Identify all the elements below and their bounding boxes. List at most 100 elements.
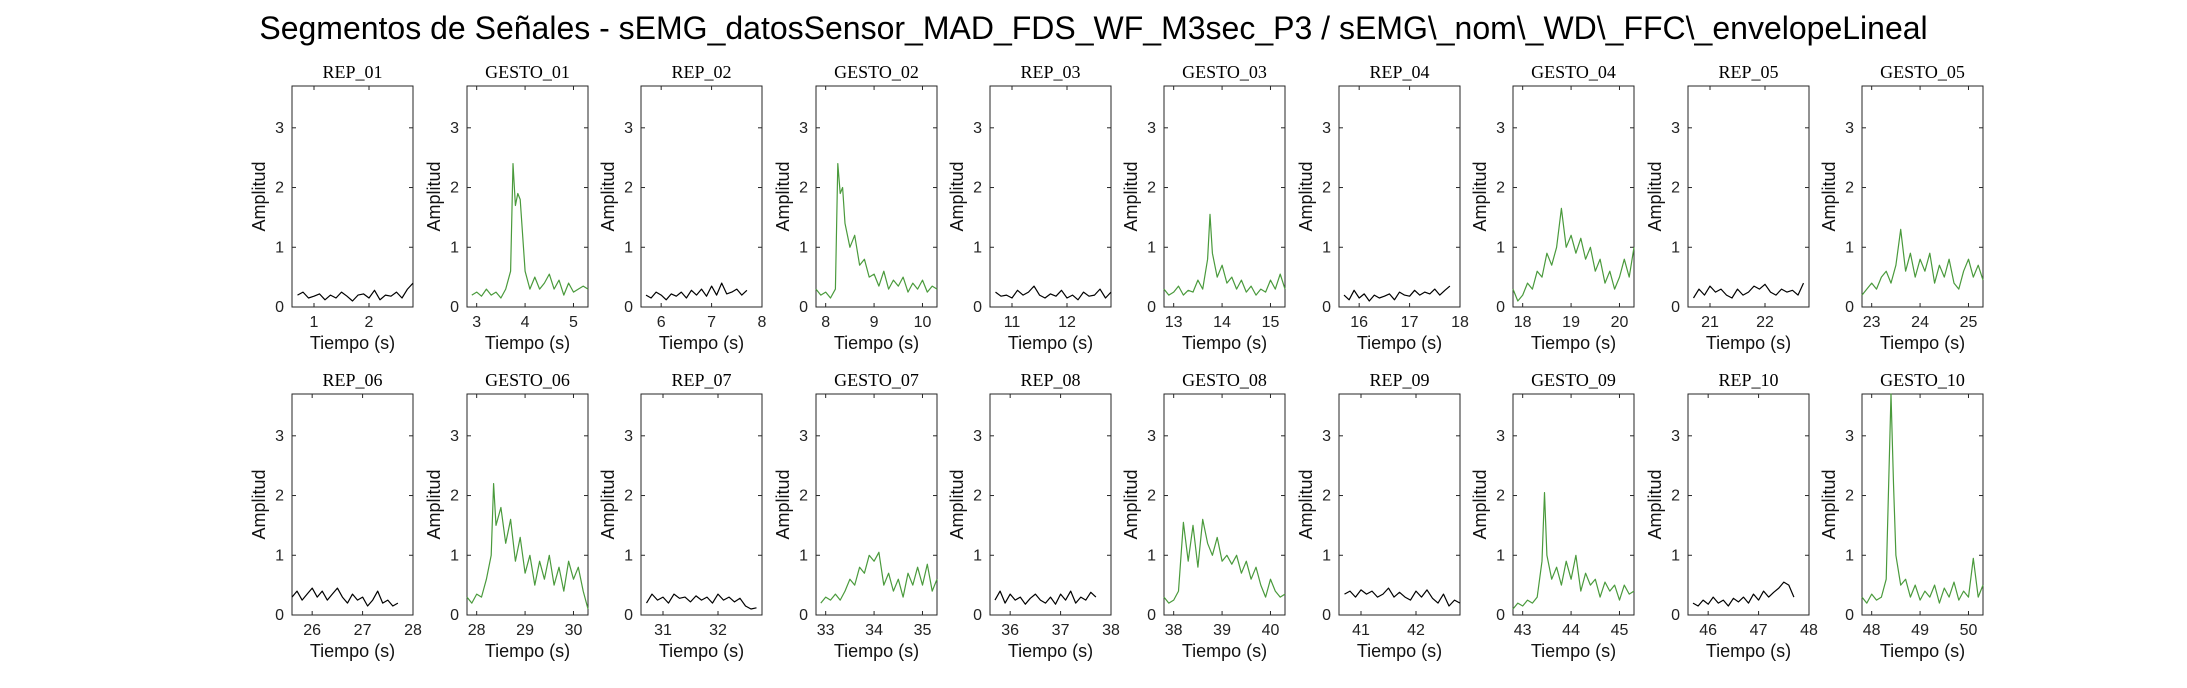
x-tick-label: 28 [468, 622, 486, 639]
x-tick-label: 19 [1562, 314, 1580, 331]
x-tick-label: 32 [709, 622, 727, 639]
y-tick-label: 3 [1147, 428, 1156, 445]
y-tick-label: 3 [799, 428, 808, 445]
y-tick-label: 0 [450, 299, 459, 316]
y-axis-label: Amplitud [249, 161, 269, 231]
subplot-title: GESTO_04 [1531, 62, 1616, 82]
x-tick-label: 37 [1052, 622, 1070, 639]
x-tick-label: 15 [1262, 314, 1280, 331]
y-axis-label: Amplitud [424, 469, 444, 539]
series-line [1163, 213, 1286, 296]
subplot-title: GESTO_08 [1182, 370, 1267, 390]
x-tick-label: 30 [565, 622, 583, 639]
y-tick-label: 3 [1496, 428, 1505, 445]
subplot-title: REP_04 [1369, 62, 1429, 82]
x-tick-label: 18 [1451, 314, 1469, 331]
x-tick-label: 4 [521, 314, 530, 331]
y-tick-label: 3 [624, 428, 633, 445]
y-tick-label: 0 [1322, 299, 1331, 316]
y-tick-label: 1 [1322, 239, 1331, 256]
y-axis-label: Amplitud [598, 161, 618, 231]
x-tick-label: 23 [1863, 314, 1881, 331]
x-tick-label: 21 [1701, 314, 1719, 331]
axes-box [1687, 393, 1810, 616]
y-axis-label: Amplitud [1470, 161, 1490, 231]
x-tick-label: 45 [1611, 622, 1629, 639]
y-tick-label: 2 [624, 488, 633, 505]
y-tick-label: 1 [450, 547, 459, 564]
y-tick-label: 2 [1845, 488, 1854, 505]
subplot-title: REP_02 [671, 62, 731, 82]
subplot-title: REP_10 [1718, 370, 1778, 390]
y-axis-label: Amplitud [1819, 161, 1839, 231]
subplot-12: 0 1 2 3 28 29 30 GESTO_06 Tiempo (s) Amplitud [424, 370, 589, 661]
x-tick-label: 34 [865, 622, 883, 639]
x-axis-label: Tiempo (s) [1008, 641, 1093, 661]
series-line [1512, 207, 1635, 302]
y-tick-label: 2 [1671, 180, 1680, 197]
x-axis-label: Tiempo (s) [485, 641, 570, 661]
y-tick-label: 2 [1496, 488, 1505, 505]
y-tick-label: 1 [1147, 547, 1156, 564]
x-tick-label: 38 [1102, 622, 1120, 639]
x-tick-label: 33 [817, 622, 835, 639]
x-tick-label: 48 [1800, 622, 1818, 639]
y-tick-label: 2 [973, 488, 982, 505]
x-tick-label: 6 [657, 314, 666, 331]
subplot-title: GESTO_03 [1182, 62, 1267, 82]
x-tick-label: 26 [303, 622, 321, 639]
x-tick-label: 1 [310, 314, 319, 331]
x-tick-label: 46 [1699, 622, 1717, 639]
y-tick-label: 3 [1845, 120, 1854, 137]
y-tick-label: 1 [624, 547, 633, 564]
y-tick-label: 2 [275, 488, 284, 505]
series-line [471, 163, 589, 299]
y-tick-label: 0 [450, 607, 459, 624]
x-tick-label: 39 [1213, 622, 1231, 639]
subplot-20: 0 1 2 3 48 49 50 GESTO_10 Tiempo (s) Amplitud [1819, 370, 1984, 661]
axes-box [291, 393, 414, 616]
y-tick-label: 0 [1496, 299, 1505, 316]
series-line [994, 590, 1097, 605]
x-tick-label: 29 [516, 622, 534, 639]
y-axis-label: Amplitud [1645, 469, 1665, 539]
x-axis-label: Tiempo (s) [485, 333, 570, 353]
series-line [1163, 518, 1286, 604]
x-tick-label: 7 [707, 314, 716, 331]
x-tick-label: 2 [365, 314, 374, 331]
y-tick-label: 1 [1147, 239, 1156, 256]
y-tick-label: 3 [624, 120, 633, 137]
x-tick-label: 17 [1401, 314, 1419, 331]
y-tick-label: 3 [973, 120, 982, 137]
subplot-title: REP_09 [1369, 370, 1429, 390]
x-axis-label: Tiempo (s) [1880, 333, 1965, 353]
x-tick-label: 36 [1001, 622, 1019, 639]
y-tick-label: 2 [1671, 488, 1680, 505]
x-tick-label: 22 [1756, 314, 1774, 331]
axes-box [1338, 393, 1461, 616]
series-line [1692, 581, 1795, 607]
subplot-2: 0 1 2 3 3 4 5 GESTO_01 Tiempo (s) Amplitud [424, 62, 589, 353]
series-line [1344, 587, 1461, 607]
x-tick-label: 40 [1262, 622, 1280, 639]
x-tick-label: 16 [1350, 314, 1368, 331]
x-tick-label: 13 [1165, 314, 1183, 331]
series-line [1861, 393, 1984, 604]
y-tick-label: 3 [1671, 428, 1680, 445]
x-tick-label: 31 [654, 622, 672, 639]
y-tick-label: 0 [1671, 299, 1680, 316]
axes-box [1861, 393, 1984, 616]
y-tick-label: 2 [450, 488, 459, 505]
axes-box [815, 85, 938, 308]
y-axis-label: Amplitud [424, 161, 444, 231]
x-tick-label: 24 [1911, 314, 1929, 331]
y-tick-label: 0 [1496, 607, 1505, 624]
subplot-1: 0 1 2 3 1 2 REP_01 Tiempo (s) Amplitud [249, 62, 414, 353]
y-tick-label: 1 [275, 239, 284, 256]
y-axis-label: Amplitud [773, 161, 793, 231]
x-axis-label: Tiempo (s) [1531, 333, 1616, 353]
y-tick-label: 0 [1845, 299, 1854, 316]
